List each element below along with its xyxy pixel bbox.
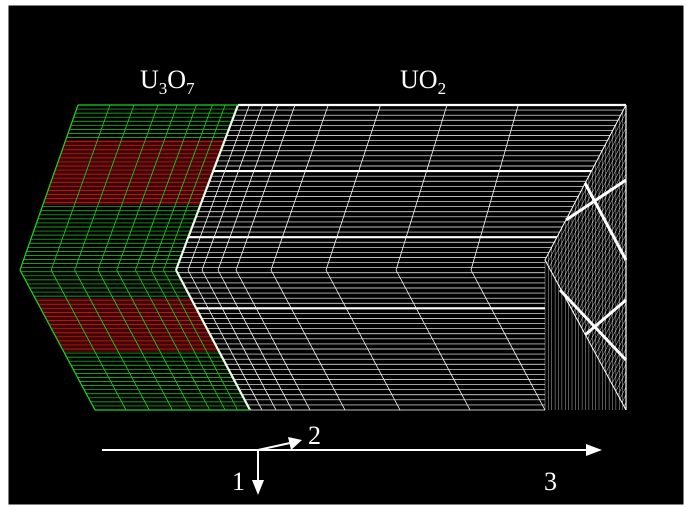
figure-background (8, 5, 684, 505)
axis-3-label: 3 (544, 467, 557, 496)
uo2-mesh-region (176, 105, 626, 410)
axis-2-label: 2 (308, 421, 321, 450)
axis-1-label: 1 (232, 467, 245, 496)
